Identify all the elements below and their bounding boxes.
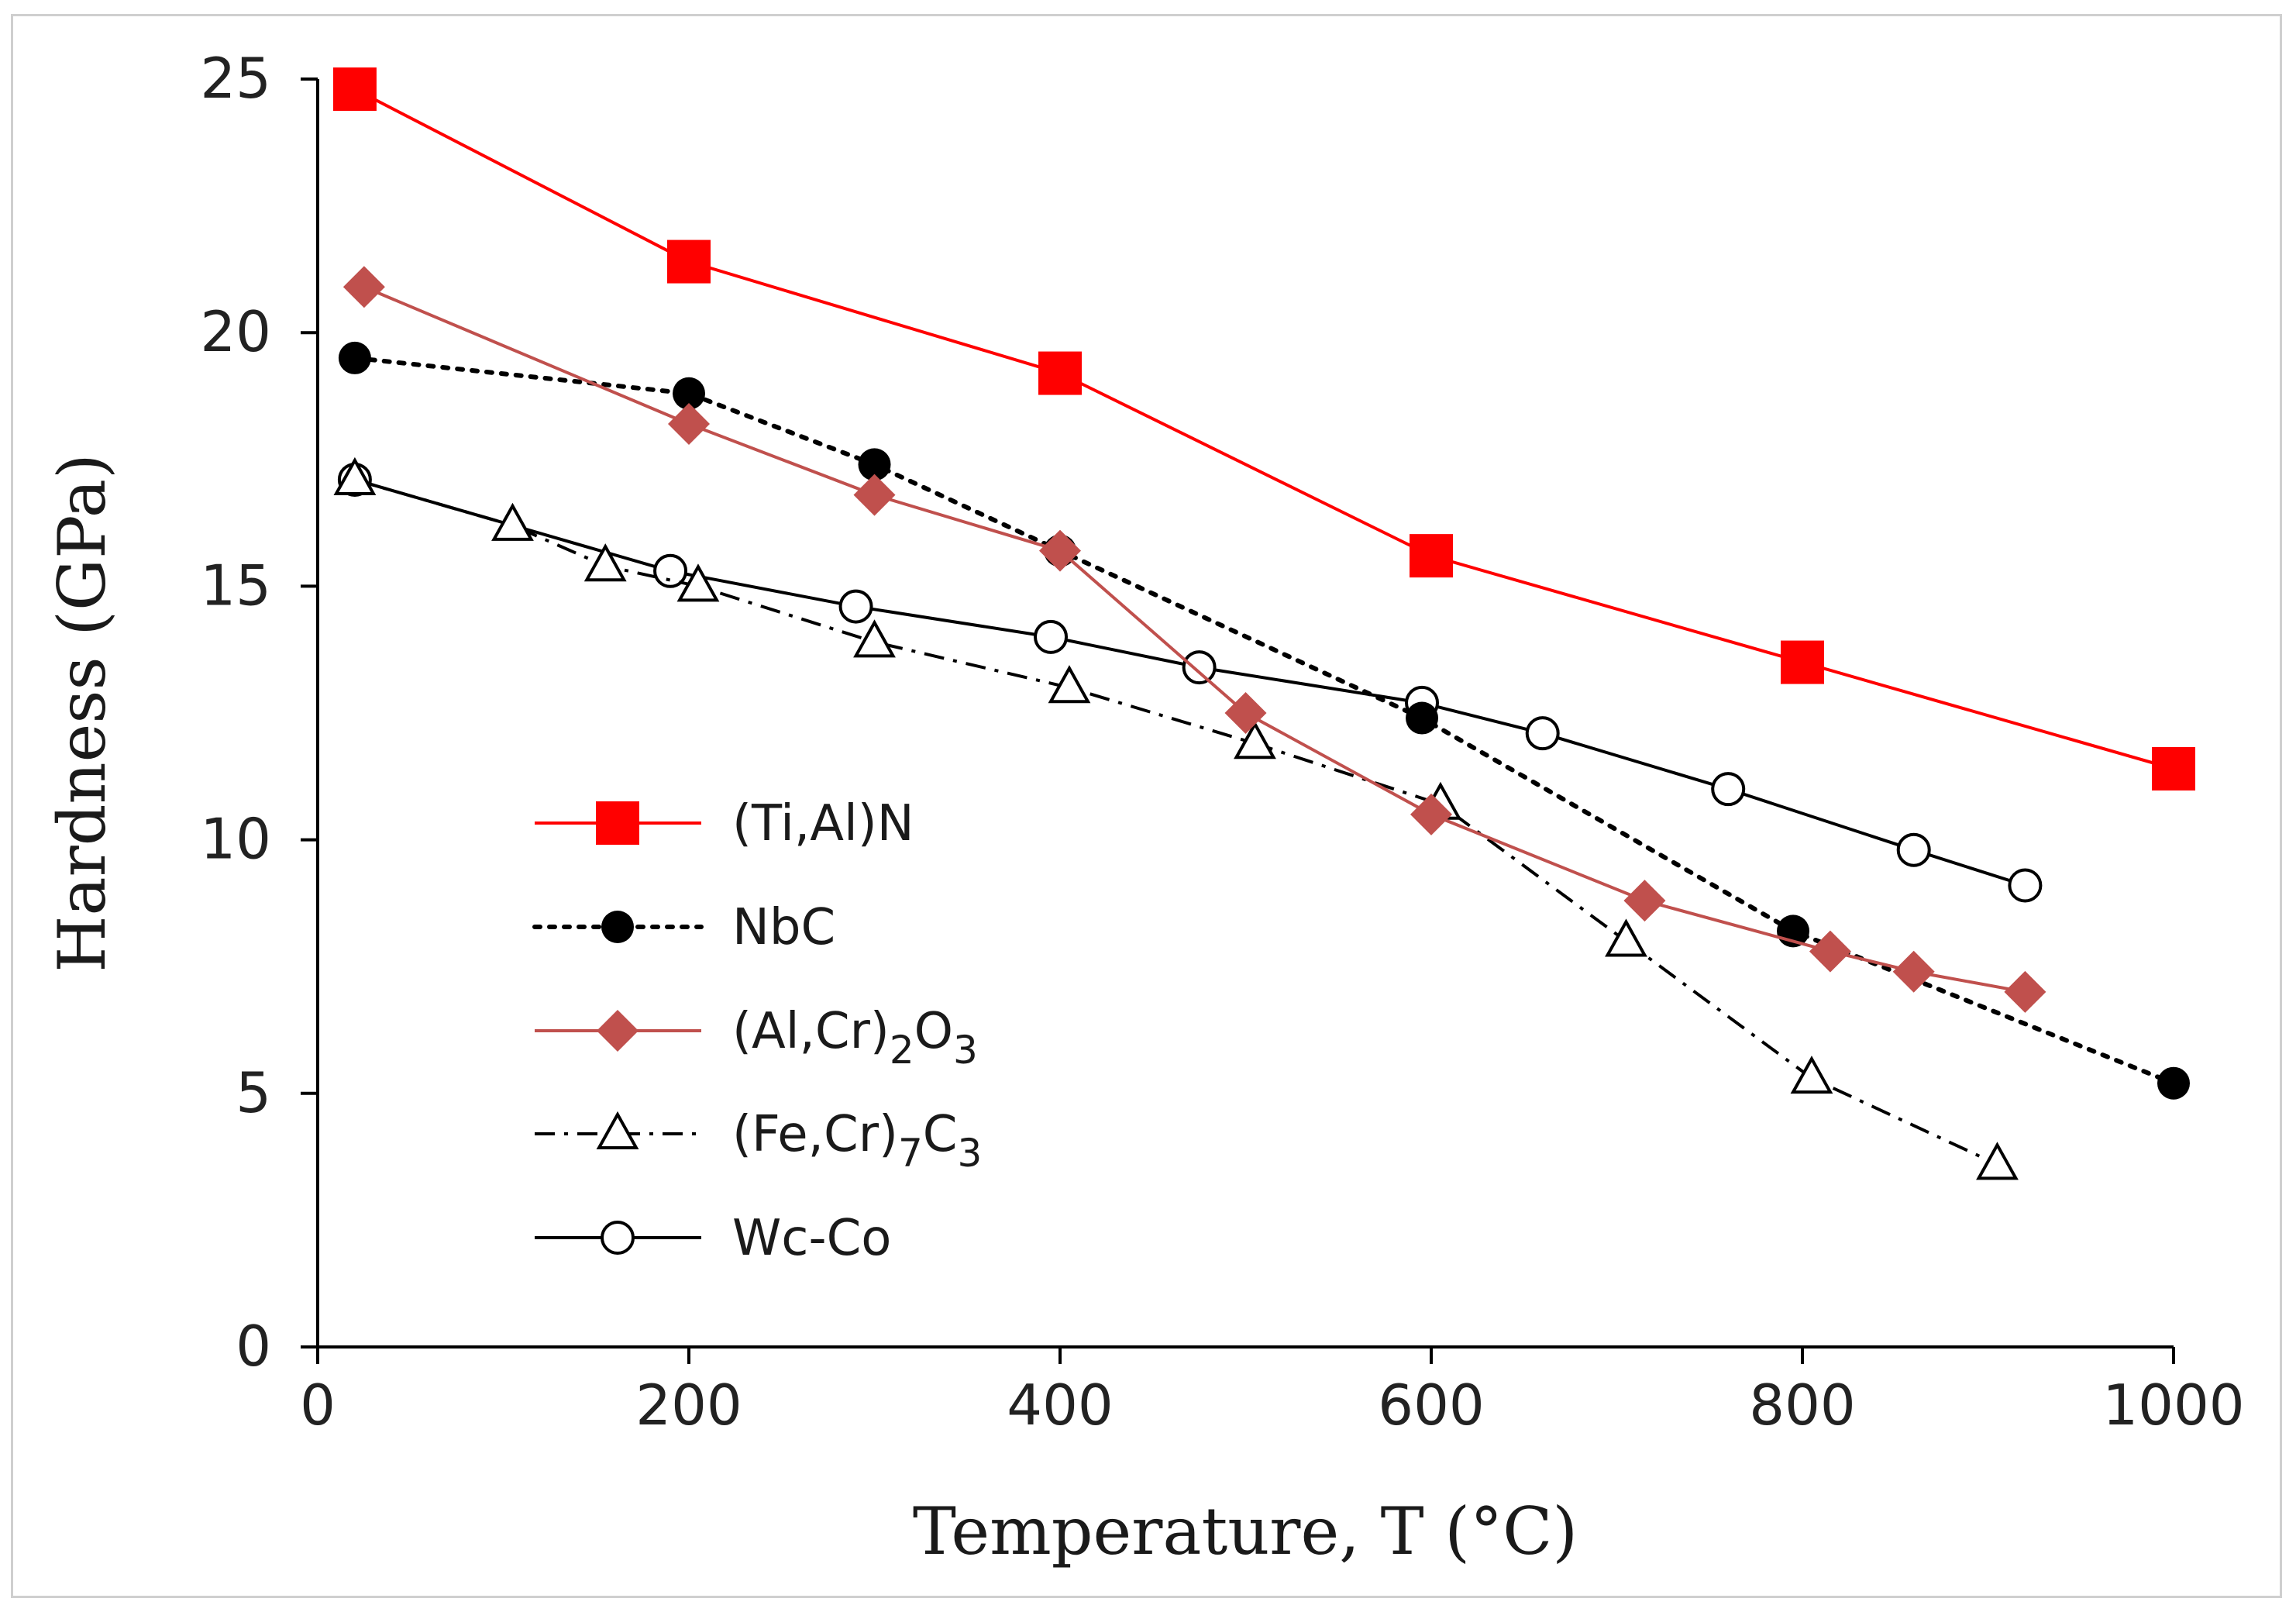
y-tick-label: 10 bbox=[200, 807, 271, 872]
legend-label: Wc-Co bbox=[732, 1210, 891, 1267]
data-point bbox=[1781, 640, 1824, 684]
y-axis-title: Hardness (GPa) bbox=[44, 453, 120, 972]
data-point bbox=[2157, 1066, 2190, 1100]
legend-item: Wc-Co bbox=[535, 1210, 891, 1267]
data-point bbox=[343, 266, 385, 308]
series--fe-cr-7c3 bbox=[333, 456, 2019, 1180]
x-tick-label: 1000 bbox=[2102, 1373, 2244, 1438]
y-tick-label: 5 bbox=[236, 1060, 271, 1125]
legend-text-part: 7 bbox=[898, 1131, 923, 1176]
x-axis-title: Temperature, T (°C) bbox=[913, 1493, 1578, 1569]
data-point bbox=[676, 563, 720, 602]
data-point bbox=[1711, 772, 1746, 807]
data-point bbox=[1809, 930, 1851, 973]
data-point bbox=[338, 341, 371, 374]
data-point bbox=[333, 456, 377, 495]
x-tick-label: 600 bbox=[1378, 1373, 1484, 1438]
data-point bbox=[1048, 665, 1091, 704]
data-point bbox=[1976, 1142, 2019, 1180]
axis-ticks: 0 200 400 600 800 1000 0 5 10 15 20 25 bbox=[200, 46, 2244, 1438]
data-point bbox=[853, 474, 896, 516]
data-point bbox=[1896, 832, 1931, 867]
data-point bbox=[2008, 868, 2043, 903]
legend-text-part: 3 bbox=[953, 1028, 978, 1073]
legend-marker bbox=[601, 911, 634, 943]
data-point bbox=[667, 239, 711, 284]
series-wc-co bbox=[337, 462, 2043, 903]
legend-marker bbox=[601, 1221, 635, 1255]
data-point bbox=[838, 589, 873, 624]
legend-text-part: Wc-Co bbox=[732, 1210, 891, 1267]
legend-item: (Fe,Cr)7C3 bbox=[535, 1106, 982, 1176]
y-tick-label: 0 bbox=[236, 1314, 271, 1379]
data-point bbox=[1224, 692, 1267, 734]
series--al-cr-2o3 bbox=[343, 266, 2046, 1013]
x-tick-label: 400 bbox=[1007, 1373, 1113, 1438]
data-point bbox=[1034, 619, 1069, 654]
y-tick-label: 25 bbox=[200, 46, 271, 111]
legend-marker bbox=[597, 1010, 639, 1052]
data-point bbox=[583, 543, 627, 582]
data-point bbox=[673, 377, 705, 410]
x-tick-label: 200 bbox=[635, 1373, 742, 1438]
legend-label: (Ti,Al)N bbox=[732, 795, 914, 852]
data-point bbox=[1525, 716, 1560, 751]
data-point bbox=[2152, 746, 2195, 790]
series-line bbox=[354, 478, 1998, 1166]
data-point bbox=[491, 502, 534, 541]
legend-text-part: 3 bbox=[957, 1131, 982, 1176]
data-point bbox=[1790, 1056, 1833, 1094]
data-point bbox=[1182, 650, 1217, 685]
legend-item: (Al,Cr)2O3 bbox=[535, 1003, 978, 1073]
data-point bbox=[853, 619, 896, 658]
y-tick-label: 20 bbox=[200, 299, 271, 364]
data-point bbox=[1410, 534, 1453, 578]
legend-item: NbC bbox=[532, 899, 835, 956]
series-layer bbox=[332, 67, 2195, 1180]
legend-marker bbox=[596, 1111, 639, 1149]
series-line bbox=[354, 478, 2026, 887]
x-tick-label: 0 bbox=[300, 1373, 336, 1438]
legend-label: NbC bbox=[732, 899, 835, 956]
y-tick-label: 15 bbox=[200, 553, 271, 618]
data-point bbox=[2004, 970, 2046, 1013]
legend-text-part: NbC bbox=[732, 899, 835, 956]
data-point bbox=[1623, 880, 1666, 922]
legend-item: (Ti,Al)N bbox=[535, 795, 914, 852]
legend-label: (Al,Cr)2O3 bbox=[732, 1003, 978, 1073]
data-point bbox=[1039, 529, 1081, 572]
legend-label: (Fe,Cr)7C3 bbox=[732, 1106, 982, 1176]
series--ti-al-n bbox=[332, 67, 2195, 790]
data-point bbox=[653, 553, 688, 588]
data-point bbox=[1605, 918, 1647, 957]
data-point bbox=[858, 448, 891, 481]
legend-text-part: O bbox=[914, 1003, 953, 1060]
data-point bbox=[668, 402, 710, 445]
figure-frame bbox=[11, 14, 2282, 1598]
series-line bbox=[363, 285, 2026, 994]
series-line bbox=[353, 88, 2174, 770]
data-point bbox=[1234, 721, 1276, 760]
legend-text-part: (Ti,Al)N bbox=[732, 795, 914, 852]
chart-axes bbox=[316, 79, 2174, 1348]
x-tick-label: 800 bbox=[1749, 1373, 1855, 1438]
legend-text-part: 2 bbox=[890, 1028, 914, 1073]
data-point bbox=[1038, 351, 1082, 395]
data-point bbox=[332, 67, 377, 112]
legend-marker bbox=[596, 801, 639, 845]
legend-text-part: (Al,Cr) bbox=[732, 1003, 890, 1060]
legend-text-part: (Fe,Cr) bbox=[732, 1106, 898, 1163]
data-point bbox=[1406, 701, 1439, 735]
data-point bbox=[1410, 793, 1452, 835]
legend-text-part: C bbox=[923, 1106, 958, 1163]
data-point bbox=[1892, 950, 1935, 993]
